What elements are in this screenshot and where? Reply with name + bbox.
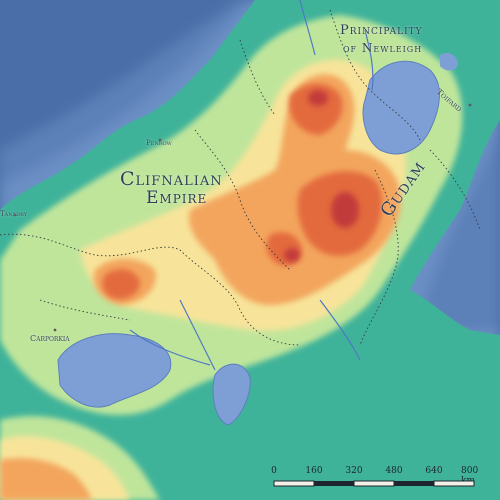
rivers xyxy=(129,0,374,371)
empire-label-line2: Empire xyxy=(146,188,208,208)
lakes xyxy=(57,53,458,426)
scale-tick-640: 640 xyxy=(425,466,443,476)
principality-label-line2: of Newleigh xyxy=(343,41,423,55)
scale-bar: 0 160 320 480 640 800 km xyxy=(270,466,488,492)
scale-tick-480: 480 xyxy=(385,466,403,476)
scale-tick-160: 160 xyxy=(305,466,323,476)
borders xyxy=(0,9,481,346)
town-west-edge: Tansdry xyxy=(0,210,28,218)
town-markers xyxy=(13,103,472,332)
town-carporkia: Carporkia xyxy=(30,334,70,343)
scale-bar-graphic xyxy=(273,480,475,487)
town-penrow: Penrow xyxy=(146,139,172,147)
scale-tick-320: 320 xyxy=(345,466,363,476)
scale-tick-0: 0 xyxy=(271,466,277,476)
principality-label-line1: Principality xyxy=(340,23,423,38)
peaks xyxy=(284,90,359,262)
empire-label-line1: Clifnalian xyxy=(120,168,223,190)
